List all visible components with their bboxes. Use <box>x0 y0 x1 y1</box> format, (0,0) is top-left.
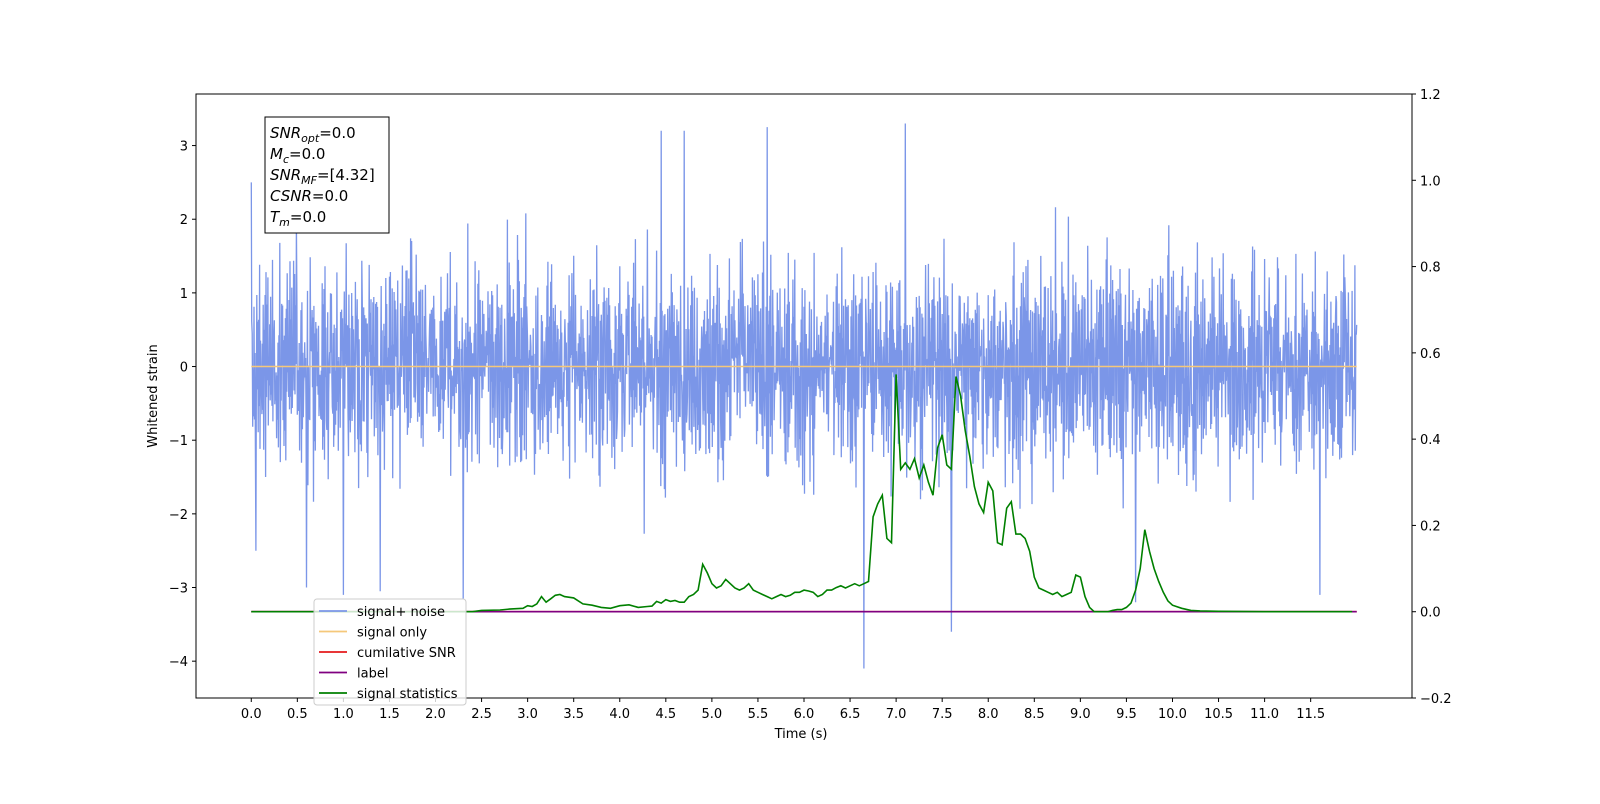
y-tick-label: 3 <box>180 140 188 155</box>
annotation-frame <box>264 116 390 234</box>
y-axis-left: −4 −3 −2 −1 0 1 2 3 <box>169 140 196 670</box>
x-tick-label: 9.5 <box>1116 707 1137 722</box>
series-line-signal-noise <box>250 123 1358 669</box>
legend-label: cumilative SNR <box>357 646 456 661</box>
x-tick-label: 4.5 <box>655 707 676 722</box>
x-tick-label: 3.0 <box>517 707 538 722</box>
x-tick-label: 6.0 <box>794 707 815 722</box>
y2-tick-label: −0.2 <box>1420 692 1452 707</box>
y-tick-label: −4 <box>169 655 188 670</box>
y-tick-label: −1 <box>169 434 188 449</box>
y2-tick-label: 0.0 <box>1420 606 1441 621</box>
series-line-signal-statistics <box>251 374 1353 613</box>
x-tick-label: 6.5 <box>840 707 861 722</box>
x-tick-label: 7.5 <box>932 707 953 722</box>
annotation-line: CSNR=0.0 <box>270 187 348 205</box>
x-tick-label: 0.5 <box>287 707 308 722</box>
x-tick-label: 4.0 <box>609 707 630 722</box>
x-tick-label: 1.0 <box>333 707 354 722</box>
x-tick-label: 2.0 <box>425 707 446 722</box>
y-tick-label: 2 <box>180 213 188 228</box>
x-tick-label: 7.0 <box>886 707 907 722</box>
x-tick-label: 5.5 <box>748 707 769 722</box>
x-tick-label: 1.5 <box>379 707 400 722</box>
y-axis-right: −0.2 0.0 0.2 0.4 0.6 0.8 1.0 1.2 <box>1412 88 1452 707</box>
legend: signal+ noise signal only cumilative SNR la… <box>313 598 467 706</box>
y2-tick-label: 0.8 <box>1420 261 1441 276</box>
x-tick-label: 10.0 <box>1158 707 1187 722</box>
x-tick-label: 8.5 <box>1024 707 1045 722</box>
legend-label: signal statistics <box>357 687 458 702</box>
annotation-line: SNRopt=0.0 <box>270 124 356 145</box>
x-tick-label: 8.0 <box>978 707 999 722</box>
y-axis-label: Whitened strain <box>146 344 161 447</box>
x-axis: 0.0 0.5 1.0 1.5 2.0 2.5 3.0 3.5 4.0 4.5 5.0 5.5 6.0 6… <box>241 698 1325 722</box>
y-tick-label: 0 <box>180 361 188 376</box>
annotation-line: Mc=0.0 <box>270 145 325 166</box>
y2-tick-label: 0.6 <box>1420 347 1441 362</box>
y-tick-label: 1 <box>180 287 188 302</box>
y2-tick-label: 1.2 <box>1420 88 1441 103</box>
x-tick-label: 11.5 <box>1296 707 1325 722</box>
x-tick-label: 10.5 <box>1204 707 1233 722</box>
x-axis-label: Time (s) <box>774 727 828 742</box>
legend-frame <box>313 598 467 706</box>
legend-label: signal only <box>357 626 427 641</box>
x-tick-label: 5.0 <box>702 707 723 722</box>
y2-tick-label: 0.2 <box>1420 519 1441 534</box>
x-tick-label: 11.0 <box>1250 707 1279 722</box>
annotation-line: SNRMF=[4.32] <box>270 166 375 187</box>
y2-tick-label: 0.4 <box>1420 433 1441 448</box>
series-signal-noise <box>250 123 1358 669</box>
legend-label: label <box>357 667 388 682</box>
x-tick-label: 9.0 <box>1070 707 1091 722</box>
x-tick-label: 2.5 <box>471 707 492 722</box>
y2-tick-label: 1.0 <box>1420 174 1441 189</box>
x-tick-label: 0.0 <box>241 707 262 722</box>
y-tick-label: −2 <box>169 508 188 523</box>
legend-label: signal+ noise <box>357 605 445 620</box>
annotation-line: Tm=0.0 <box>270 208 326 229</box>
y-tick-label: −3 <box>169 582 188 597</box>
x-tick-label: 3.5 <box>563 707 584 722</box>
